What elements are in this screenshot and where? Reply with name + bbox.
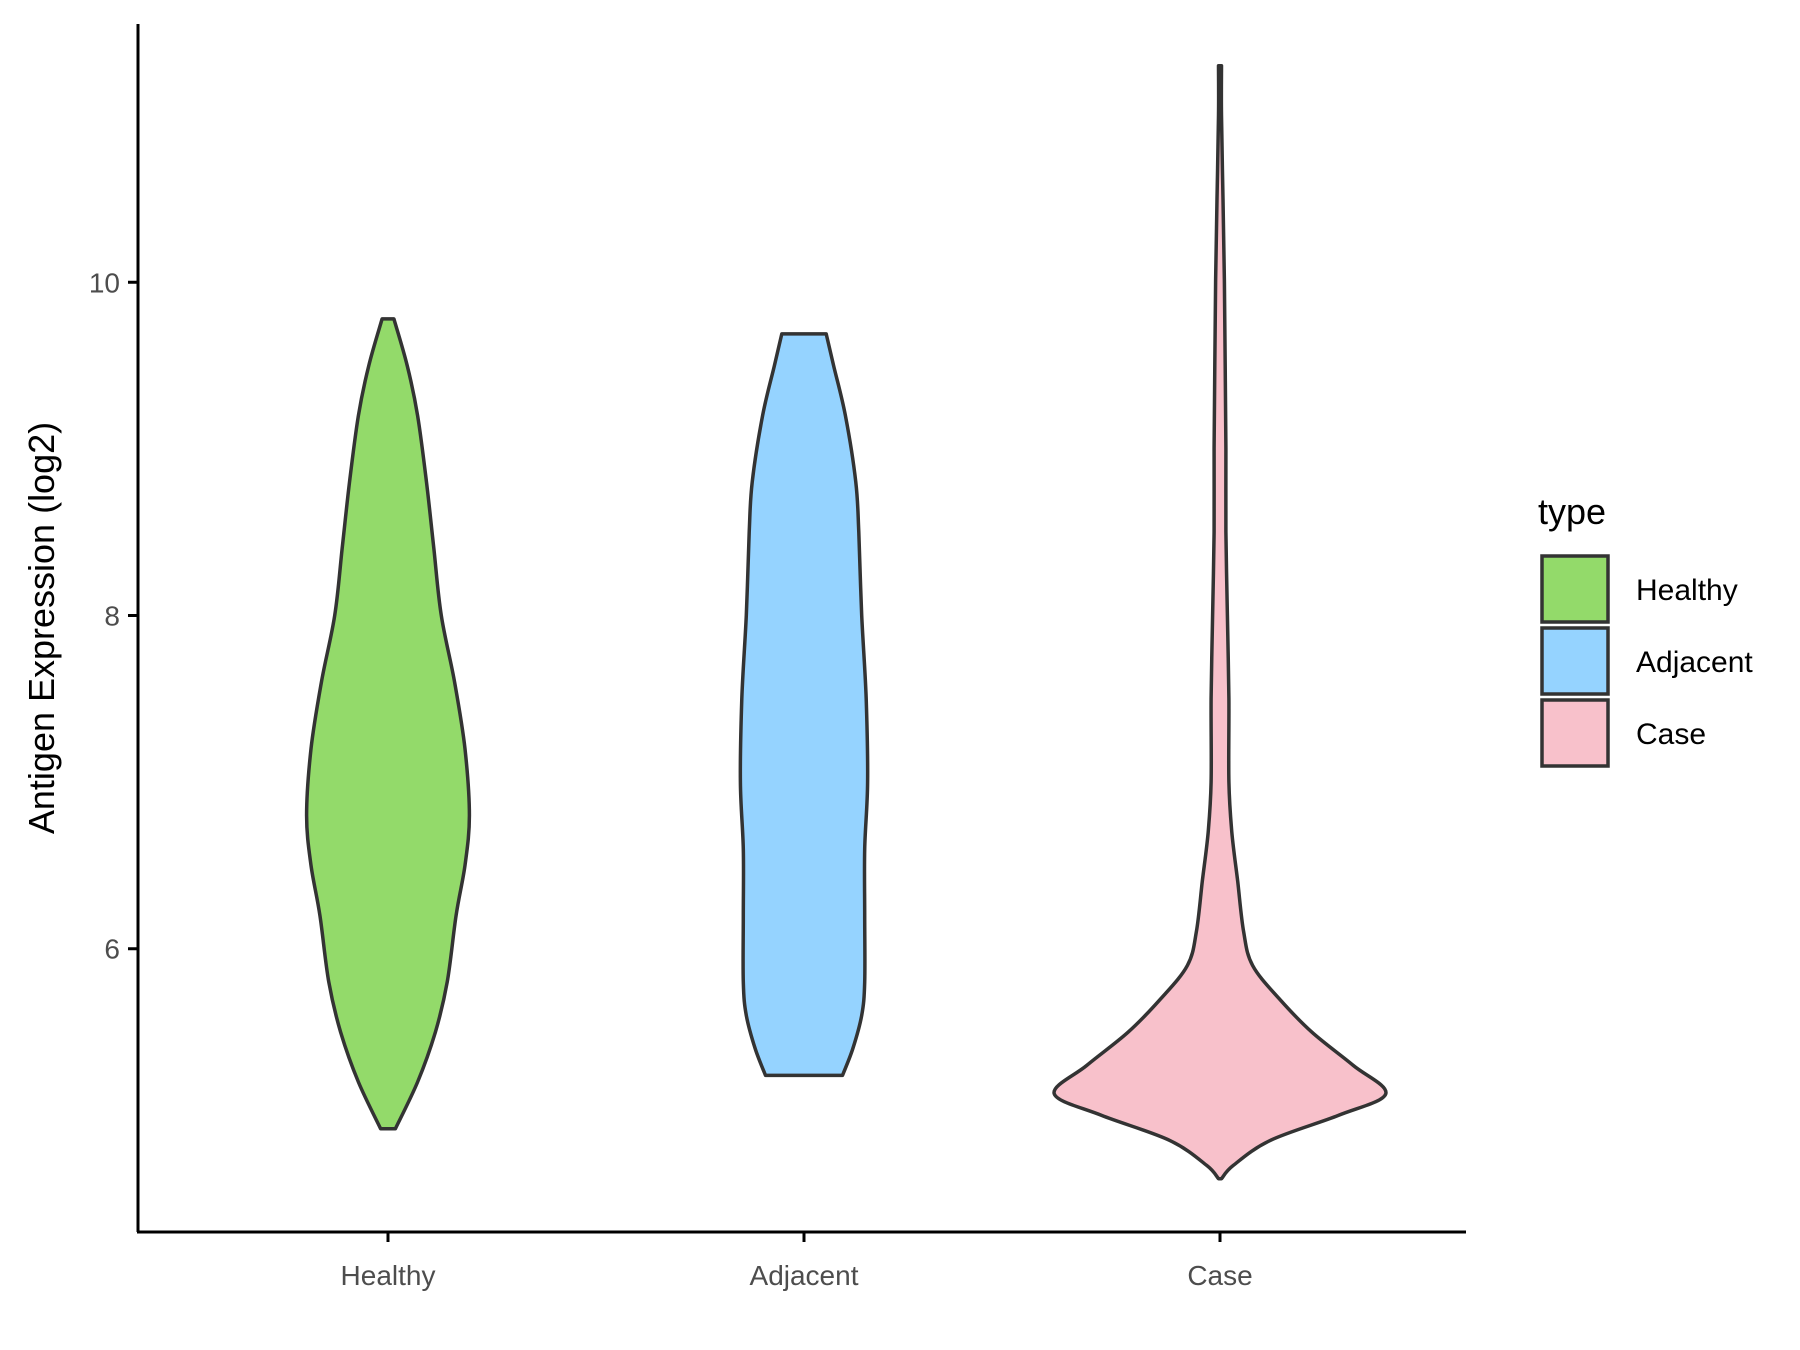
y-ticks: 6 8 10 xyxy=(89,267,138,965)
legend-label-healthy: Healthy xyxy=(1636,574,1738,607)
y-tick-label: 8 xyxy=(104,601,120,632)
x-tick-label: Case xyxy=(1187,1260,1252,1291)
legend-swatch-healthy xyxy=(1540,554,1610,624)
y-axis-title: Antigen Expression (log2) xyxy=(21,422,62,834)
x-ticks: Healthy Adjacent Case xyxy=(341,1232,1253,1291)
violin-layer xyxy=(304,63,1388,1181)
legend-title: type xyxy=(1538,491,1606,532)
legend: type Healthy Adjacent Case xyxy=(1538,491,1753,768)
legend-label-adjacent: Adjacent xyxy=(1636,646,1753,679)
legend-swatch-adjacent xyxy=(1540,626,1610,696)
y-tick-label: 10 xyxy=(89,267,120,298)
violin-case xyxy=(1052,63,1388,1181)
violin-healthy xyxy=(304,317,472,1131)
y-tick-label: 6 xyxy=(104,934,120,965)
legend-items: Healthy Adjacent Case xyxy=(1540,554,1753,768)
violin-adjacent xyxy=(738,332,870,1078)
x-tick-label: Healthy xyxy=(341,1260,436,1291)
x-tick-label: Adjacent xyxy=(750,1260,859,1291)
legend-swatch-case xyxy=(1540,698,1610,768)
legend-label-case: Case xyxy=(1636,718,1706,751)
